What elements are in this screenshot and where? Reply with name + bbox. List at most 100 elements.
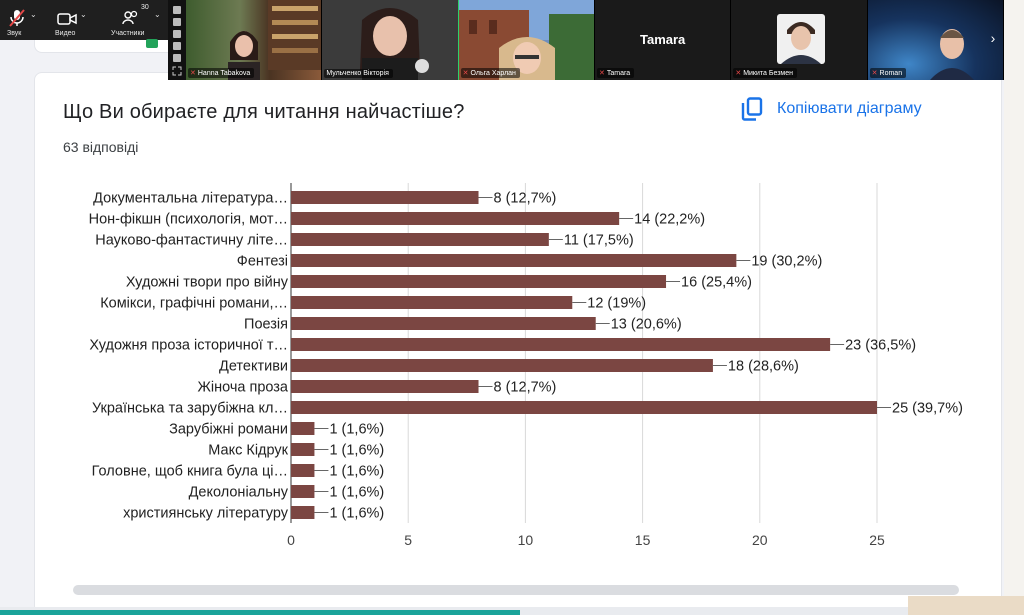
data-label: 13 (20,6%) [611, 317, 682, 333]
microphone-muted-icon [9, 9, 25, 27]
bar [291, 380, 479, 393]
x-tick-label: 5 [404, 532, 412, 548]
data-label: 23 (36,5%) [845, 338, 916, 354]
data-label: 18 (28,6%) [728, 359, 799, 375]
video-feed [322, 0, 458, 80]
participant-tile[interactable]: ✕ Hanna Tabakova [186, 0, 323, 80]
x-tick-label: 15 [635, 532, 651, 548]
participants-chevron-icon[interactable]: ⌄ [154, 10, 161, 19]
data-label: 1 (1,6%) [329, 422, 384, 438]
category-label: Художні твори про війну [126, 275, 289, 291]
participant-name: Roman [879, 69, 903, 77]
category-label: Комікси, графічні романи,… [100, 296, 288, 312]
question-summary-card: Що Ви обираєте для читання найчастіше? 6… [34, 72, 1002, 614]
data-label: 19 (30,2%) [751, 254, 822, 270]
category-label: християнську літературу [123, 506, 289, 522]
x-tick-label: 20 [752, 532, 768, 548]
participant-name-tag: ✕ Roman [869, 68, 907, 78]
data-label: 8 (12,7%) [494, 191, 557, 207]
participant-name-tag: Мульченко Вікторія [324, 69, 393, 78]
microphone-muted-icon: ✕ [735, 70, 742, 77]
participants-button[interactable]: ⌄ Участники [108, 0, 168, 40]
category-label: Макс Кідрук [208, 443, 288, 459]
participant-name-tag: ✕ Ольга Харлан [460, 68, 520, 78]
category-label: Головне, щоб книга була ці… [92, 464, 288, 480]
category-label: Фентезі [237, 254, 288, 270]
bar [291, 485, 315, 498]
expand-icon[interactable] [172, 66, 182, 76]
copy-chart-button[interactable]: Копіювати діаграму [741, 97, 922, 121]
bar [291, 191, 479, 204]
microphone-muted-icon: ✕ [190, 70, 196, 77]
category-label: Українська та зарубіжна кл… [92, 401, 288, 417]
right-edge [1004, 0, 1024, 615]
bar [291, 464, 315, 477]
bar [291, 275, 667, 288]
audio-label: Звук [7, 30, 22, 37]
bar [291, 212, 620, 225]
x-tick-label: 10 [518, 532, 534, 548]
profile-photo [777, 14, 826, 64]
participant-tile[interactable]: ✕ Ольга Харлан [458, 0, 595, 80]
participants-count: 30 [141, 4, 149, 11]
bottom-progress-accent [0, 610, 520, 615]
microphone-muted-icon: ✕ [598, 70, 605, 77]
participant-tile[interactable]: Tamara ✕ Tamara [594, 0, 732, 80]
bar [291, 422, 315, 435]
category-label: Детективи [219, 359, 288, 375]
participants-label: Участники [111, 30, 145, 37]
participant-name: Мульченко Вікторія [326, 70, 389, 77]
bar [291, 254, 737, 267]
x-tick-label: 25 [869, 532, 885, 548]
data-label: 11 (17,5%) [564, 233, 634, 249]
participant-display-name: Tamara [640, 32, 686, 47]
category-label: Художня проза історичної т… [89, 338, 288, 354]
security-indicator[interactable] [146, 39, 158, 48]
microphone-muted-icon: ✕ [462, 70, 469, 77]
gallery-next-arrow-icon[interactable]: › [990, 30, 996, 46]
participant-tile[interactable]: ✕ Roman [867, 0, 1004, 80]
video-feed [228, 0, 322, 80]
audio-button[interactable]: ⌄ Звук [0, 0, 50, 40]
bar [291, 401, 877, 414]
data-label: 25 (39,7%) [892, 401, 963, 417]
data-label: 8 (12,7%) [494, 380, 557, 396]
bar [291, 359, 713, 372]
participant-name-tag: ✕ Микита Безмен [733, 68, 797, 78]
participants-icon [122, 10, 138, 25]
view-square-icon [173, 6, 181, 14]
participant-name: Микита Безмен [743, 69, 793, 77]
copy-icon [741, 97, 763, 121]
category-label: Науково-фантастичну літе… [95, 233, 288, 249]
data-label: 1 (1,6%) [329, 506, 384, 522]
data-label: 1 (1,6%) [329, 485, 384, 501]
data-label: 1 (1,6%) [329, 443, 384, 459]
copy-chart-label: Копіювати діаграму [777, 100, 922, 117]
gallery-view-switcher[interactable] [168, 0, 186, 80]
bar-chart: 0 5 10 15 20 25 Документальна література… 8 (12… [89, 183, 963, 548]
participant-tile[interactable]: ✕ Микита Безмен [731, 0, 868, 80]
video-chevron-icon[interactable]: ⌄ [80, 10, 87, 19]
bar [291, 233, 549, 246]
horizontal-scrollbar[interactable] [73, 585, 959, 595]
video-button[interactable]: ⌄ Видео [50, 0, 105, 40]
bar [291, 296, 573, 309]
bar [291, 338, 831, 351]
microphone-muted-icon: ✕ [871, 70, 878, 77]
audio-chevron-icon[interactable]: ⌄ [30, 10, 37, 19]
data-label: 1 (1,6%) [329, 464, 384, 480]
view-square-icon [173, 42, 181, 50]
category-label: Зарубіжні романи [169, 422, 288, 438]
category-label: Документальна література… [93, 191, 288, 207]
category-label: Нон-фікшн (психологія, мот… [89, 212, 288, 228]
video-feed [929, 29, 974, 80]
bar [291, 317, 596, 330]
participant-name-tag: ✕ Tamara [596, 68, 635, 78]
bar [291, 506, 315, 519]
participant-name: Hanna Tabakova [197, 69, 251, 77]
view-square-icon [173, 54, 181, 62]
participant-tile-active-speaker[interactable]: Мульченко Вікторія [322, 0, 459, 80]
meeting-toolbar: ⌄ Звук ⌄ Видео ⌄ Участники 30 [0, 0, 170, 40]
bottom-corner [908, 596, 1024, 615]
video-camera-icon [57, 13, 77, 25]
